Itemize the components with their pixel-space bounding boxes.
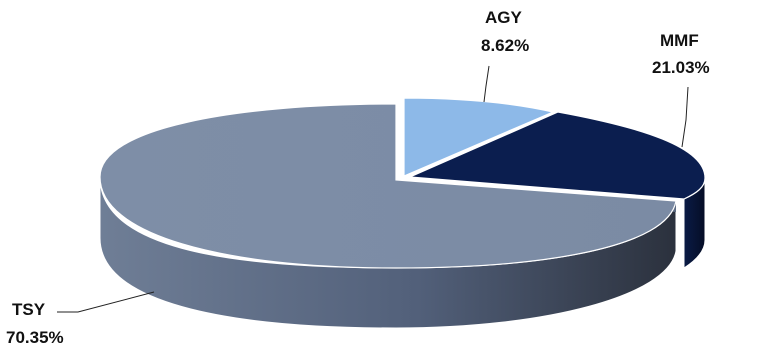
- mmf-leader: [681, 86, 689, 148]
- agy-leader: [483, 65, 490, 103]
- mmf-slice: [409, 111, 706, 200]
- tsy-side-wall: [99, 176, 677, 329]
- slice-labels: AGY 8.62% MMF 21.03% TSY 70.35%: [6, 8, 710, 347]
- mmf-label: MMF: [660, 31, 699, 50]
- leader-lines: [57, 65, 689, 313]
- agy-percent: 8.62%: [481, 36, 529, 55]
- tsy-percent: 70.35%: [6, 328, 64, 347]
- mmf-percent: 21.03%: [652, 58, 710, 77]
- tsy-slice: [99, 103, 677, 269]
- pie-top-faces: [99, 97, 706, 269]
- tsy-leader: [57, 291, 155, 313]
- agy-label: AGY: [485, 8, 523, 27]
- agy-slice: [403, 97, 555, 177]
- tsy-label: TSY: [12, 300, 46, 319]
